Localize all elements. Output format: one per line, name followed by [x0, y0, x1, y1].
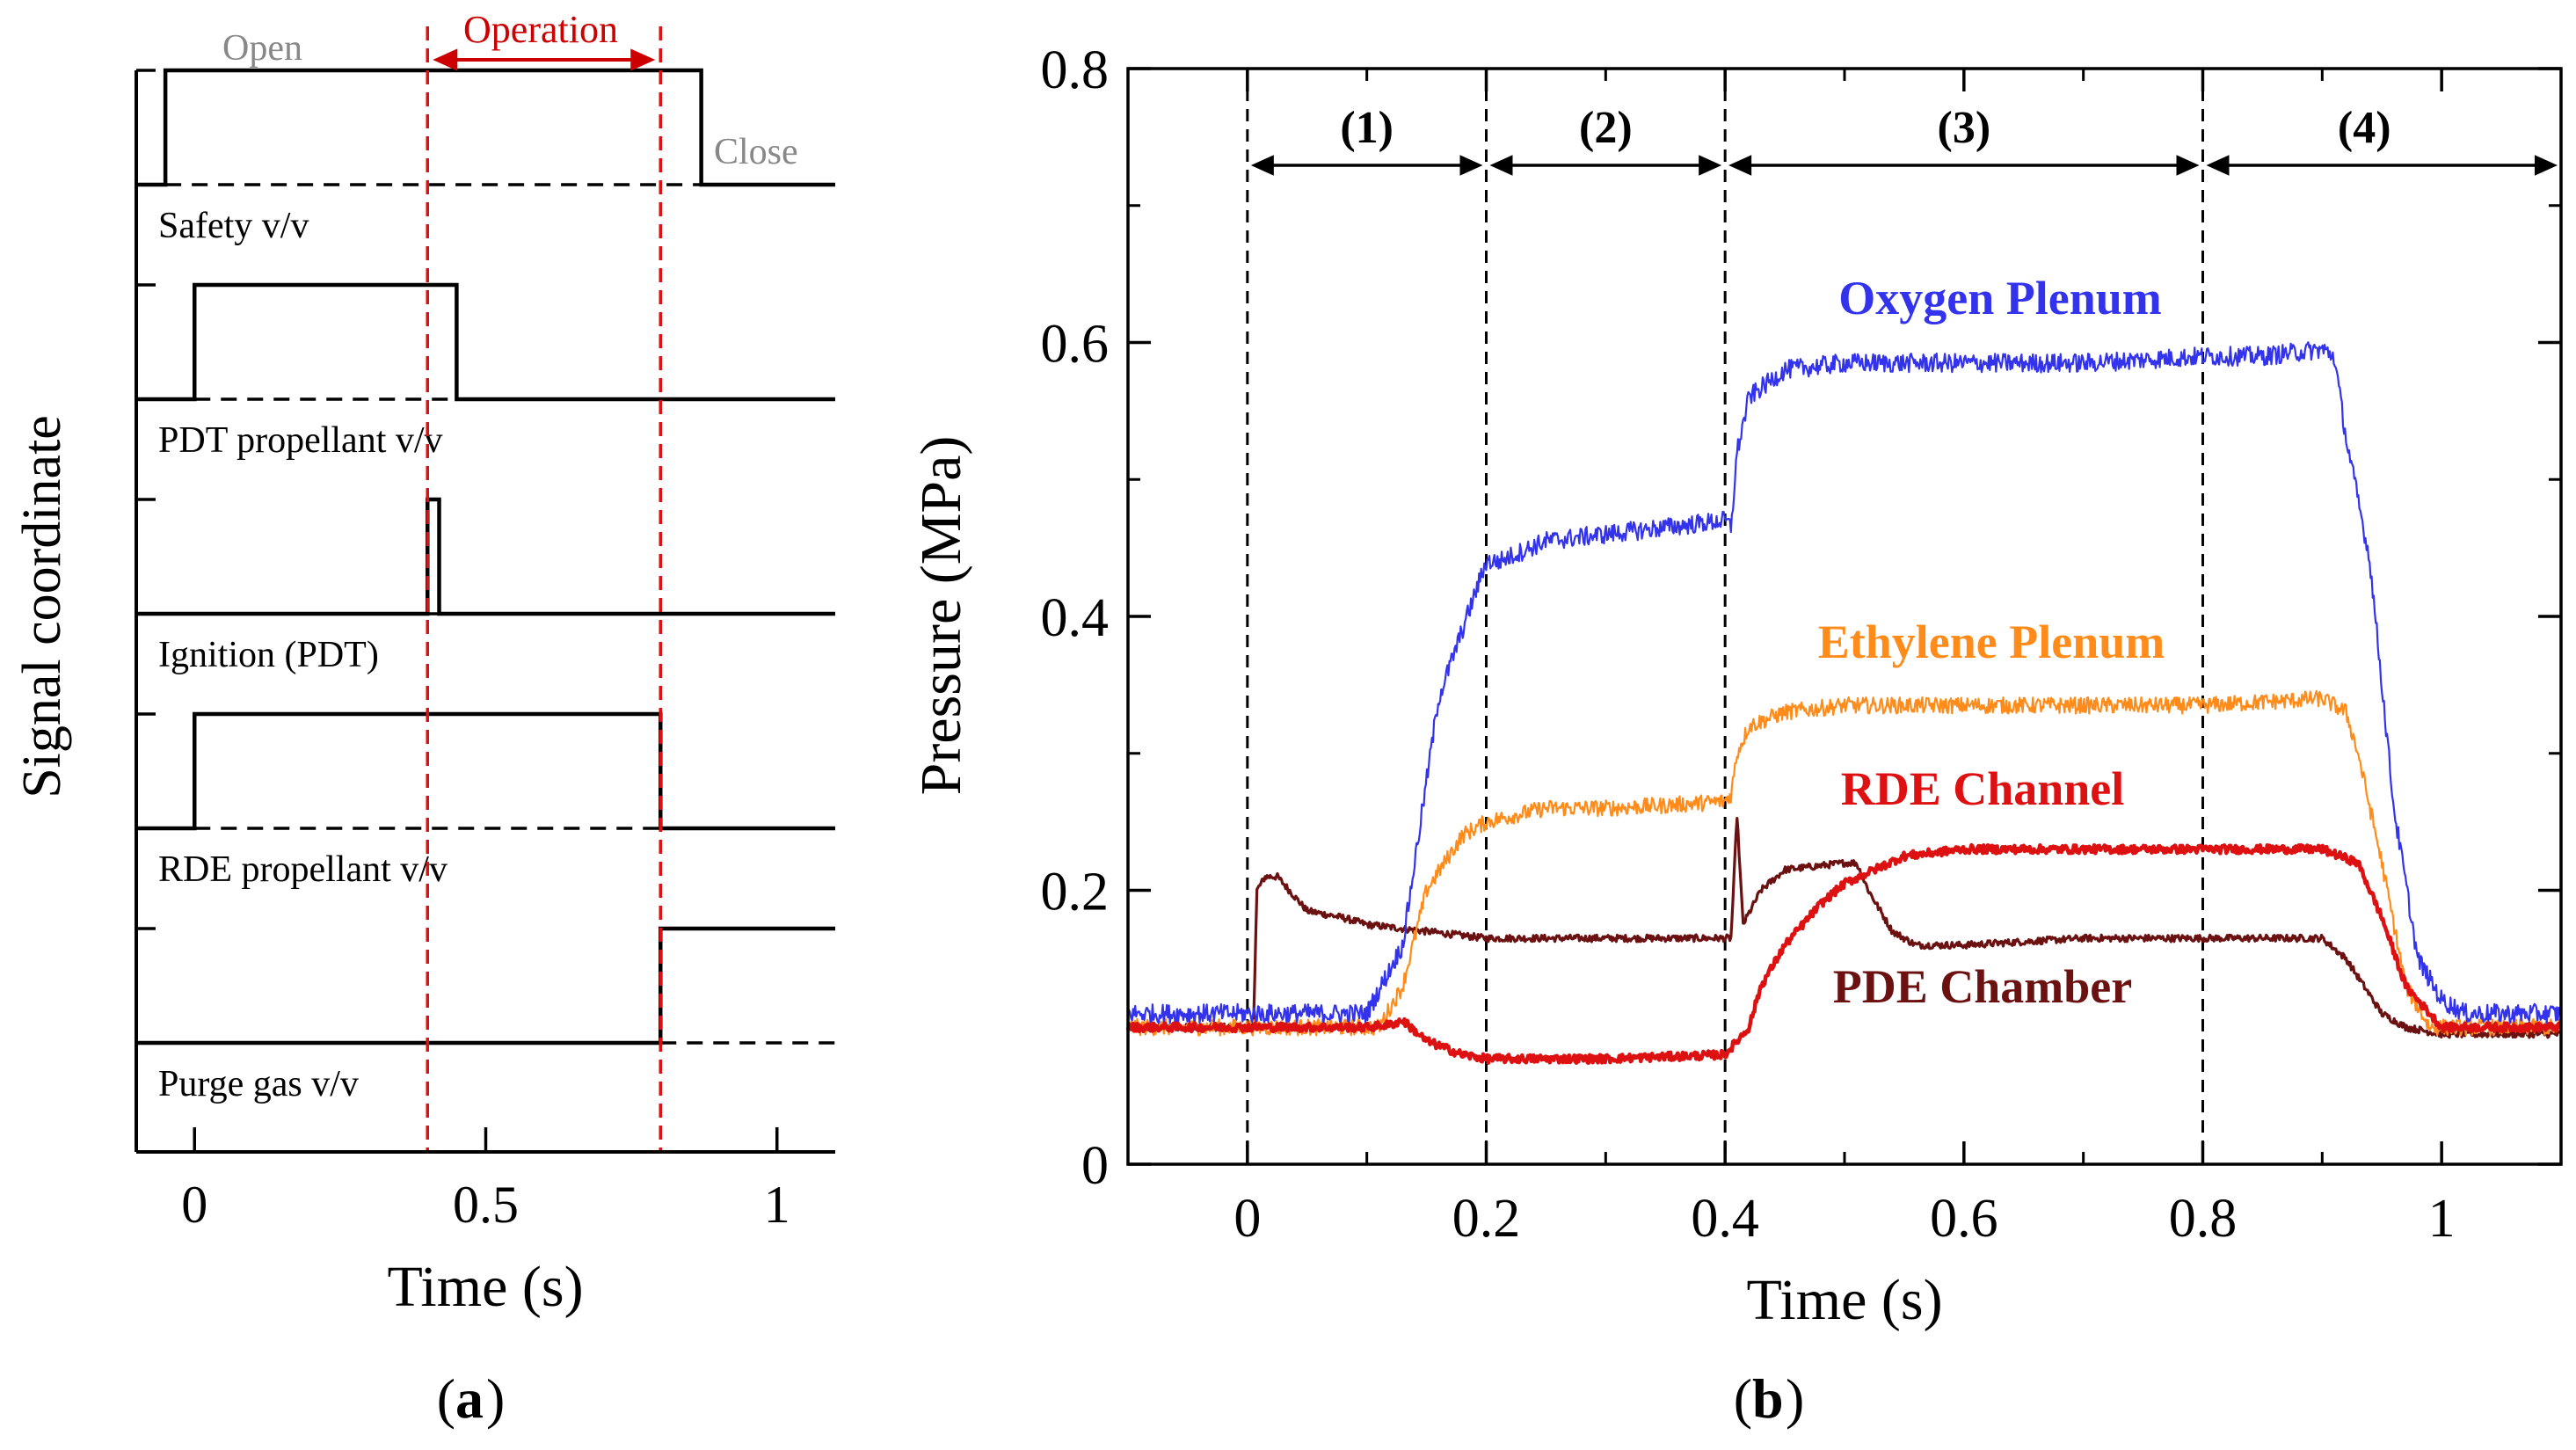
lane-safety-v-v: Safety v/v	[136, 68, 835, 246]
signal-lanes: Safety v/v PDT propellant v/v Ignition (PD…	[136, 68, 835, 1104]
phase-arrow-right-head	[2535, 155, 2558, 176]
panel-b-paren-close: )	[1786, 1367, 1804, 1430]
panel-a-y-axis-label: Signal coordinate	[12, 415, 72, 798]
legend-rde-channel: RDE Channel	[1841, 762, 2125, 815]
panel-b-x-tick-label-0: 0	[1233, 1189, 1261, 1249]
phase-arrow-3	[1728, 155, 2200, 176]
panel-a-x-tick-label-0: 0	[181, 1176, 207, 1234]
panel-b-letter: b	[1752, 1367, 1784, 1430]
panel-b-x-tick-label-0-8: 0.8	[2169, 1189, 2238, 1249]
panel-a-x-ticks: 0 0.5 1	[181, 1127, 790, 1234]
phase-arrow-left-head	[1489, 155, 1513, 176]
panel-b-ticks: 0 0.2 0.4 0.6 0.8 1 0 0.2 0.4 0.6 0.8	[1041, 40, 2563, 1249]
panel-b-y-tick-label-0-2: 0.2	[1041, 863, 1110, 922]
panel-a-letter: a	[455, 1367, 484, 1430]
panel-b-pressure-traces: 0 0.2 0.4 0.6 0.8 1 0 0.2 0.4 0.6 0.8 (1) (2) (3) (4)…	[909, 40, 2563, 1430]
panel-b-x-tick-label-0-6: 0.6	[1930, 1189, 1998, 1249]
phase-divider-lines	[1246, 69, 2204, 1164]
panel-b-x-axis-label: Time (s)	[1746, 1268, 1942, 1332]
phase-label-2: (2)	[1579, 103, 1633, 153]
signal-trace-ignition-pdt	[136, 497, 835, 616]
panel-b-x-tick-label-1: 1	[2428, 1189, 2456, 1249]
panel-a-x-tick-label-0-5: 0.5	[453, 1176, 519, 1234]
annotation-close: Close	[714, 132, 798, 172]
phase-arrow-right-head	[1699, 155, 1722, 176]
phase-arrow-2	[1489, 155, 1722, 176]
phase-arrow-left-head	[2206, 155, 2230, 176]
phase-arrow-right-head	[2176, 155, 2200, 176]
phase-arrows	[1250, 155, 2558, 176]
panel-a-x-axis-label: Time (s)	[387, 1255, 583, 1319]
legend-oxygen-plenum: Oxygen Plenum	[1838, 272, 2162, 324]
pressure-series	[1125, 341, 2563, 1065]
panel-b-plot-frame	[1126, 67, 2563, 1166]
phase-label-1: (1)	[1340, 103, 1394, 153]
panel-a-paren-close: )	[486, 1367, 505, 1430]
series-line-ethylene-plenum	[1126, 689, 2562, 1037]
lane-label-rde-propellant-v-v: RDE propellant v/v	[158, 849, 448, 890]
lane-ignition-pdt: Ignition (PDT)	[136, 497, 835, 675]
operation-arrow-right-head	[630, 48, 656, 71]
legend-pde-chamber: PDE Chamber	[1833, 960, 2132, 1013]
phase-arrow-4	[2206, 155, 2558, 176]
panel-a-x-tick-label-1: 1	[764, 1176, 790, 1234]
phase-arrow-left-head	[1728, 155, 1752, 176]
operation-window-lines	[426, 26, 662, 1152]
lane-pdt-propellant-v-v: PDT propellant v/v	[136, 282, 835, 461]
lane-label-safety-v-v: Safety v/v	[158, 206, 309, 246]
lane-label-pdt-propellant-v-v: PDT propellant v/v	[158, 420, 443, 461]
legend-ethylene-plenum: Ethylene Plenum	[1818, 616, 2165, 668]
panel-b-x-tick-label-0-4: 0.4	[1691, 1189, 1759, 1249]
panel-b-y-tick-label-0-8: 0.8	[1041, 40, 1110, 100]
signal-trace-pdt-propellant-v-v	[136, 282, 835, 402]
annotation-open: Open	[222, 28, 302, 69]
panel-a-paren-open: (	[437, 1367, 455, 1430]
signal-trace-safety-v-v	[136, 68, 835, 187]
panel-b-y-tick-label-0-4: 0.4	[1041, 588, 1110, 648]
lane-label-ignition-pdt: Ignition (PDT)	[158, 635, 379, 675]
panel-b-x-tick-label-0-2: 0.2	[1452, 1189, 1521, 1249]
panel-b-y-axis-label: Pressure (MPa)	[909, 436, 973, 796]
operation-arrow-left-head	[433, 48, 458, 71]
phase-arrow-left-head	[1250, 155, 1274, 176]
phase-label-4: (4)	[2338, 103, 2391, 153]
phase-arrow-right-head	[1459, 155, 1483, 176]
phase-labels: (1) (2) (3) (4)	[1340, 103, 2390, 153]
annotation-operation: Operation	[463, 8, 618, 51]
lane-label-purge-gas-v-v: Purge gas v/v	[158, 1064, 359, 1104]
panel-b-y-tick-label-0-6: 0.6	[1041, 315, 1110, 375]
series-line-rde-channel	[1125, 842, 2563, 1065]
panel-b-paren-open: (	[1734, 1367, 1752, 1430]
series-line-oxygen-plenum	[1127, 341, 2563, 1024]
phase-arrow-1	[1250, 155, 1483, 176]
panel-a-signal-timing: Safety v/v PDT propellant v/v Ignition (PD…	[12, 8, 835, 1430]
operation-arrow	[433, 48, 656, 71]
phase-label-3: (3)	[1938, 103, 1991, 153]
series-line-pde-chamber	[1126, 816, 2562, 1039]
panel-b-y-tick-label-0: 0	[1081, 1136, 1109, 1196]
